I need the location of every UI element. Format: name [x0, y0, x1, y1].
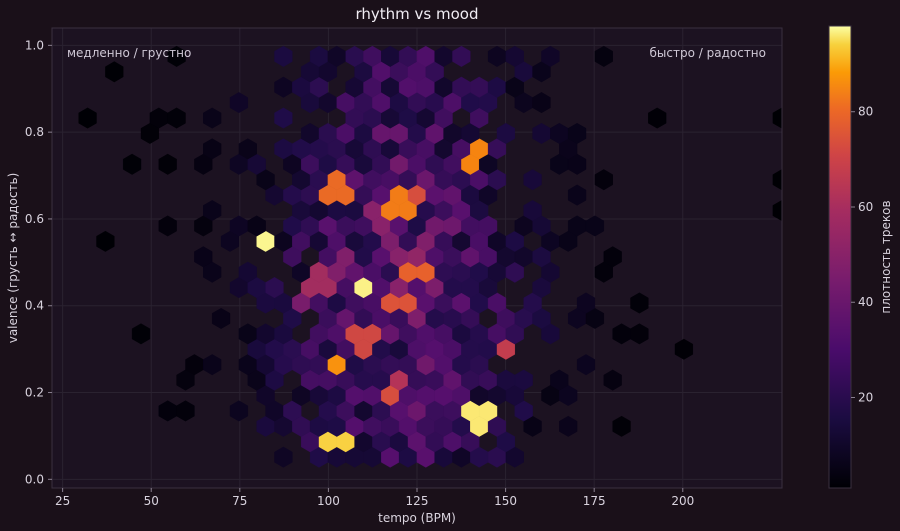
y-axis-label: valence (грусть ↔ радость): [6, 173, 20, 344]
hexbin-cell: [541, 45, 560, 67]
hexbin-cell: [630, 292, 649, 314]
hexbin-cell: [594, 169, 613, 191]
hexbin-cell: [158, 153, 177, 175]
hexbin-cell: [603, 369, 622, 391]
hexbin-cell: [532, 92, 551, 114]
hexbin-cell: [131, 323, 151, 345]
hexbin-cell: [229, 400, 249, 422]
y-tick-label: 0.6: [25, 212, 44, 226]
hexbin-cell: [229, 92, 249, 114]
hexbin-cell: [505, 45, 524, 67]
hexbin-cell: [274, 45, 293, 67]
x-tick-label: 25: [55, 494, 70, 508]
colorbar-tick-label: 40: [858, 295, 873, 309]
hexbin-cell: [523, 169, 542, 191]
y-tick-label: 0.0: [25, 472, 44, 486]
hexbin-cell: [648, 107, 667, 129]
y-tick-label: 0.2: [25, 386, 44, 400]
hexbin-cell: [603, 246, 622, 268]
y-tick-label: 0.8: [25, 125, 44, 139]
x-tick-label: 75: [232, 494, 247, 508]
colorbar-tick-label: 20: [858, 391, 873, 405]
hexbin-cell: [96, 230, 115, 252]
hexbin-cell: [211, 307, 231, 329]
colorbar-tick-label: 80: [858, 105, 873, 119]
colorbar-ticks: 20 40 60 80: [851, 105, 873, 405]
hexbin-cell: [247, 215, 266, 237]
annotation-fast-happy: быстро / радостно: [650, 46, 766, 60]
hexbin-cell: [496, 122, 515, 144]
hexbin-cell: [203, 138, 222, 160]
x-axis-ticks: 25 50 75 100 125 150 175 200: [55, 488, 694, 508]
hexbin-cell: [568, 122, 587, 144]
hexbin-cell: [203, 107, 222, 129]
hexbin-cell: [265, 277, 284, 299]
hexbin-cell: [167, 107, 186, 129]
hexbin-cell: [78, 107, 97, 129]
hexbin-cell: [176, 400, 195, 422]
colorbar-tick-label: 60: [858, 200, 873, 214]
hexbin-cell: [105, 61, 124, 83]
y-axis-ticks: 0.0 0.2 0.4 0.6 0.8 1.0: [25, 38, 52, 486]
hexbin-cell: [122, 153, 142, 175]
hexbin-cell: [194, 246, 213, 268]
hexbin-cell: [612, 415, 631, 437]
x-tick-label: 125: [406, 494, 429, 508]
hexbin-cell: [158, 215, 177, 237]
hexbin-cell: [274, 446, 293, 468]
hexbin-cell: [167, 45, 186, 67]
hexbin-cell: [674, 338, 693, 360]
hexbin-cells: [78, 45, 782, 468]
chart-title: rhythm vs mood: [355, 5, 478, 23]
x-tick-label: 200: [671, 494, 694, 508]
hexbin-cell: [274, 107, 293, 129]
hexbin-cell: [514, 369, 533, 391]
hexbin-cell: [585, 215, 604, 237]
colorbar: [828, 25, 852, 489]
x-tick-label: 150: [494, 494, 517, 508]
annotation-slow-sad: медленно / грустно: [67, 46, 191, 60]
hexbin-cell: [576, 354, 596, 376]
hexbin-cell: [203, 354, 222, 376]
hexbin-cell: [781, 436, 782, 448]
hexbin-cell: [576, 292, 596, 314]
colorbar-label: плотность треков: [879, 200, 893, 313]
hexbin-cell: [238, 261, 257, 283]
hexbin-cell: [238, 138, 257, 160]
hexbin-cell: [568, 184, 587, 206]
hexbin-cell: [559, 415, 578, 437]
hexbin-cell: [594, 45, 613, 67]
hexbin-cell: [452, 45, 471, 67]
hexbin-cell: [630, 323, 649, 345]
y-tick-label: 0.4: [25, 299, 44, 313]
x-axis-label: tempo (BPM): [378, 511, 456, 525]
y-tick-label: 1.0: [25, 38, 44, 52]
hexbin-cell: [523, 200, 542, 222]
hexbin-cell: [203, 200, 222, 222]
x-tick-label: 100: [317, 494, 340, 508]
hexbin-cell: [550, 369, 569, 391]
x-tick-label: 50: [144, 494, 159, 508]
x-tick-label: 175: [583, 494, 606, 508]
